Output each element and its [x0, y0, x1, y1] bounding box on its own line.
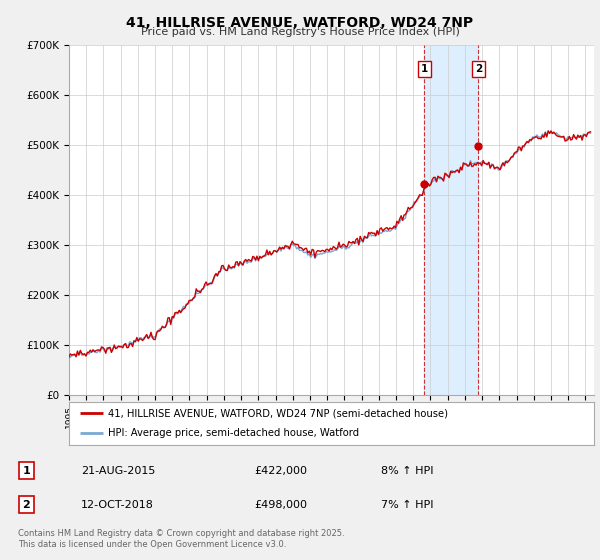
Text: 12-OCT-2018: 12-OCT-2018: [81, 500, 154, 510]
Text: £422,000: £422,000: [254, 465, 307, 475]
Text: 7% ↑ HPI: 7% ↑ HPI: [380, 500, 433, 510]
Text: Contains HM Land Registry data © Crown copyright and database right 2025.
This d: Contains HM Land Registry data © Crown c…: [18, 529, 344, 549]
Text: 41, HILLRISE AVENUE, WATFORD, WD24 7NP (semi-detached house): 41, HILLRISE AVENUE, WATFORD, WD24 7NP (…: [109, 408, 448, 418]
Text: Price paid vs. HM Land Registry's House Price Index (HPI): Price paid vs. HM Land Registry's House …: [140, 27, 460, 37]
Text: HPI: Average price, semi-detached house, Watford: HPI: Average price, semi-detached house,…: [109, 428, 359, 438]
Text: 21-AUG-2015: 21-AUG-2015: [81, 465, 155, 475]
Text: 1: 1: [23, 465, 30, 475]
Bar: [424, 45, 478, 395]
Text: 2: 2: [475, 64, 482, 74]
Text: 2: 2: [23, 500, 30, 510]
Text: 41, HILLRISE AVENUE, WATFORD, WD24 7NP: 41, HILLRISE AVENUE, WATFORD, WD24 7NP: [127, 16, 473, 30]
Text: 8% ↑ HPI: 8% ↑ HPI: [380, 465, 433, 475]
Text: £498,000: £498,000: [254, 500, 307, 510]
Text: 1: 1: [421, 64, 428, 74]
